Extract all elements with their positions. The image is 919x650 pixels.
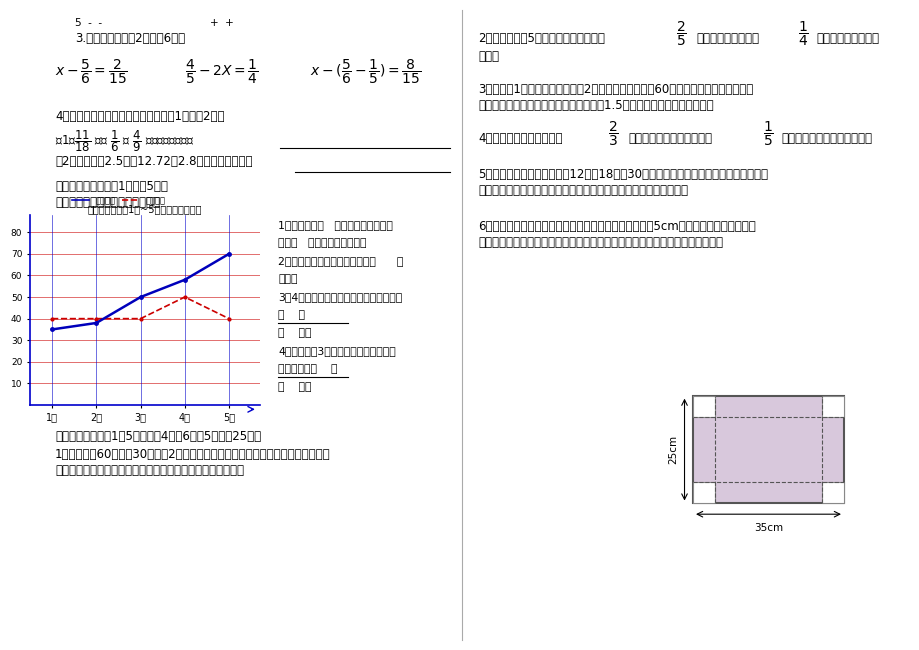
Bar [822, 396, 843, 417]
Text: $\dfrac{1}{4}$: $\dfrac{1}{4}$ [797, 20, 808, 48]
Text: 3.解方程。（每题2分，共6分）: 3.解方程。（每题2分，共6分） [75, 32, 185, 45]
Text: 3、一根长1米的长方体木料锯成2段后，表面积增加了60平方厘米。这根木料的体积: 3、一根长1米的长方体木料锯成2段后，表面积增加了60平方厘米。这根木料的体积 [478, 83, 753, 96]
Text: 六、解决问题。（1至5小题每题4分，6小题5分，共25分）: 六、解决问题。（1至5小题每题4分，6小题5分，共25分） [55, 430, 261, 443]
Text: 但每一根都不许剩余，每小段最长是多少米？一共可以截成多少段？: 但每一根都不许剩余，每小段最长是多少米？一共可以截成多少段？ [478, 184, 687, 197]
Text: （    ）。: （ ）。 [278, 328, 312, 338]
Text: 5、有三根钢绞，长度分别是12米、18米和30米，现在要把它们截成长度相同的小段，: 5、有三根钢绞，长度分别是12米、18米和30米，现在要把它们截成长度相同的小段… [478, 168, 767, 181]
Text: +  +: + + [210, 18, 233, 28]
Title: 第一和第二车间1月~5月用煤情况统计表: 第一和第二车间1月~5月用煤情况统计表 [87, 204, 202, 214]
Text: 2、一捆电线长5米，第一次用去全长的: 2、一捆电线长5米，第一次用去全长的 [478, 32, 604, 45]
Text: 5  -  -: 5 - - [75, 18, 102, 28]
Text: 25cm: 25cm [667, 435, 677, 464]
Bar [692, 396, 714, 417]
Text: $\dfrac{1}{5}$: $\dfrac{1}{5}$ [762, 120, 773, 148]
Bar [692, 396, 843, 504]
Text: 大，（   ）月份用煤量相等。: 大，（ ）月份用煤量相等。 [278, 238, 366, 248]
Text: ，还剩下全长的几分: ，还剩下全长的几分 [815, 32, 878, 45]
Text: 1、挖一个长60米、宽30米、深2米的长方体水池，一共需挖土多少立方米？如果在: 1、挖一个长60米、宽30米、深2米的长方体水池，一共需挖土多少立方米？如果在 [55, 448, 330, 461]
Text: ，第二次用去全长的: ，第二次用去全长的 [696, 32, 758, 45]
Text: 趋势。: 趋势。 [278, 274, 297, 284]
Text: 水池的底面和侧面抹一层水泥，抹水泥的面积是多少平方米？: 水池的底面和侧面抹一层水泥，抹水泥的面积是多少平方米？ [55, 464, 244, 477]
Text: $x-(\dfrac{5}{6}-\dfrac{1}{5})=\dfrac{8}{15}$: $x-(\dfrac{5}{6}-\dfrac{1}{5})=\dfrac{8}… [310, 58, 421, 86]
Text: 虚线向上折，焊接成一个无盖盒子。这个盒子用了多少铁皮？它的容积是多少？: 虚线向上折，焊接成一个无盖盒子。这个盒子用了多少铁皮？它的容积是多少？ [478, 236, 722, 249]
Text: （2）一个数的2.5倍比12.72少2.8，这个数是多少？: （2）一个数的2.5倍比12.72少2.8，这个数是多少？ [55, 155, 252, 168]
Text: 是多少立方厘米？如果每立方分米木料重1.5千克，这根木料重多少千克？: 是多少立方厘米？如果每立方分米木料重1.5千克，这根木料重多少千克？ [478, 99, 713, 112]
Text: 35cm: 35cm [753, 523, 782, 533]
Text: 2、第二车间这五个月用煤量呈（      ）: 2、第二车间这五个月用煤量呈（ ） [278, 256, 403, 266]
Text: 之几？: 之几？ [478, 50, 498, 63]
Text: $\dfrac{2}{5}$: $\dfrac{2}{5}$ [675, 20, 686, 48]
Text: （    ）。: （ ）。 [278, 382, 312, 392]
Text: $\dfrac{2}{3}$: $\dfrac{2}{3}$ [607, 120, 618, 148]
Text: 6、一块长方形铁皮，如图，从四个角各切掉一个边长为5cm的正方形，然后沿图中的: 6、一块长方形铁皮，如图，从四个角各切掉一个边长为5cm的正方形，然后沿图中的 [478, 220, 754, 233]
Text: （    ）: （ ） [278, 310, 305, 320]
Text: 吨，两天一共用去多少吨煤？: 吨，两天一共用去多少吨煤？ [780, 132, 871, 145]
Text: （1）$\dfrac{11}{18}$ 减去 $\dfrac{1}{6}$ 与 $\dfrac{4}{9}$ 的和，差是多少？: （1）$\dfrac{11}{18}$ 减去 $\dfrac{1}{6}$ 与 … [55, 128, 194, 153]
Text: 1、两个车间（   ）月份用煤量相差最: 1、两个车间（ ）月份用煤量相差最 [278, 220, 392, 230]
Text: 4、只列式或方程，不用计算。（每题1分，共2分）: 4、只列式或方程，不用计算。（每题1分，共2分） [55, 110, 224, 123]
Text: $x-\dfrac{5}{6}=\dfrac{2}{15}$: $x-\dfrac{5}{6}=\dfrac{2}{15}$ [55, 58, 128, 86]
Text: 吨，第二天比第一天少用去: 吨，第二天比第一天少用去 [628, 132, 711, 145]
Text: 用煤总量的（    ）: 用煤总量的（ ） [278, 364, 337, 374]
Text: 3、4月份第一车间的用煤量是第二车间的: 3、4月份第一车间的用煤量是第二车间的 [278, 292, 402, 302]
Bar [692, 482, 714, 504]
Text: 4、第二车间3月份用煤量占它这五个月: 4、第二车间3月份用煤量占它这五个月 [278, 346, 395, 356]
Legend: 第一车间, 第二车间: 第一车间, 第二车间 [69, 192, 168, 208]
Text: $\dfrac{4}{5}-2X=\dfrac{1}{4}$: $\dfrac{4}{5}-2X=\dfrac{1}{4}$ [185, 58, 258, 86]
Text: 根据下面的统计图填空回答问题。: 根据下面的统计图填空回答问题。 [55, 196, 160, 209]
Bar [822, 482, 843, 504]
Text: 五、综合运用（每空1分，共5分）: 五、综合运用（每空1分，共5分） [55, 180, 167, 193]
Text: 4、有一批煤，第一天用去: 4、有一批煤，第一天用去 [478, 132, 562, 145]
